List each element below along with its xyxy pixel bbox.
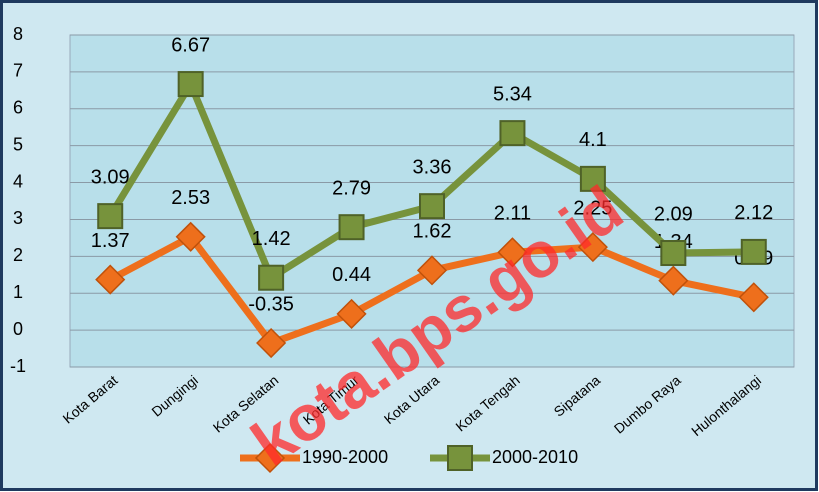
data-label: 5.34 [493, 83, 532, 105]
data-point [738, 282, 769, 313]
data-point [95, 264, 126, 295]
y-tick-label: 7 [13, 61, 23, 81]
data-point [579, 165, 606, 192]
y-tick-label: 0 [13, 319, 23, 339]
y-tick-label: 5 [13, 134, 23, 154]
legend-label: 1990-2000 [302, 447, 388, 467]
legend-label: 2000-2010 [492, 447, 578, 467]
data-point [740, 238, 767, 265]
legend-marker [254, 442, 286, 474]
data-label: 0.44 [332, 264, 371, 286]
data-point [577, 232, 608, 263]
data-point [177, 71, 204, 98]
data-label: 2.12 [734, 202, 773, 224]
data-label: 1.62 [413, 221, 452, 243]
data-label: 3.09 [91, 166, 130, 188]
y-tick-label: 6 [13, 98, 23, 118]
data-label: 2.09 [654, 203, 693, 225]
y-tick-label: 2 [13, 245, 23, 265]
data-label: 2.11 [494, 203, 531, 225]
data-point [416, 255, 448, 286]
legend-marker [447, 445, 473, 471]
data-label: 1.37 [91, 230, 130, 252]
data-label: 2.79 [332, 177, 371, 199]
data-point [256, 327, 287, 359]
data-point [338, 214, 365, 241]
data-label: 6.67 [171, 34, 210, 56]
data-point [499, 120, 526, 147]
y-tick-label: 4 [13, 171, 23, 191]
y-tick-label: 8 [13, 24, 23, 44]
data-label: 1.42 [252, 228, 291, 250]
data-point [336, 298, 367, 329]
data-point [497, 237, 528, 268]
data-label: 2.53 [171, 187, 210, 209]
data-point [175, 221, 206, 252]
data-label: 2.25 [573, 197, 612, 219]
y-tick-label: 1 [13, 282, 23, 302]
y-tick-label: 3 [13, 208, 23, 228]
data-point [97, 203, 124, 230]
data-label: 4.1 [579, 129, 607, 151]
data-label: -0.35 [248, 293, 294, 315]
data-point [419, 193, 445, 220]
data-point [660, 240, 687, 267]
data-label: 3.36 [413, 156, 452, 178]
data-point [258, 264, 285, 291]
data-point [658, 265, 689, 296]
y-tick-label: -1 [10, 356, 26, 376]
